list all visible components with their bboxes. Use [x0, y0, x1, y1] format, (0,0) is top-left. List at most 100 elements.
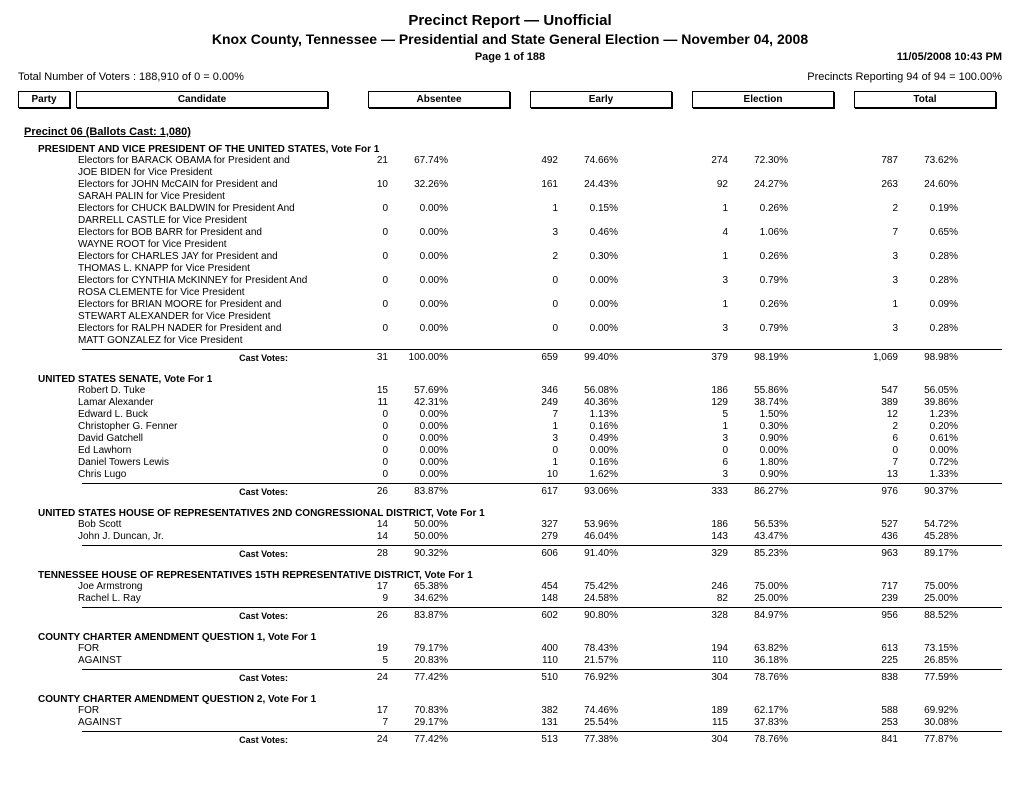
candidate-name: John J. Duncan, Jr. — [18, 531, 328, 543]
absentee-pct: 0.00% — [388, 445, 448, 457]
cast-label: Cast Votes: — [18, 734, 328, 746]
total-pct: 90.37% — [898, 486, 958, 498]
early-pct: 74.46% — [558, 705, 618, 717]
cast-label: Cast Votes: — [18, 548, 328, 560]
total-count: 787 — [838, 155, 898, 167]
early-count: 7 — [498, 409, 558, 421]
election-count: 110 — [668, 655, 728, 667]
timestamp: 11/05/2008 10:43 PM — [897, 51, 1002, 63]
absentee-pct: 0.00% — [388, 457, 448, 469]
cast-label: Cast Votes: — [18, 352, 328, 364]
early-count: 0 — [498, 445, 558, 457]
early-count: 327 — [498, 519, 558, 531]
election-count: 1 — [668, 203, 728, 215]
candidate-name: FOR — [18, 643, 328, 655]
early-pct: 99.40% — [558, 352, 618, 364]
hdr-total: Total — [854, 91, 996, 108]
total-pct: 1.23% — [898, 409, 958, 421]
candidate-name: Bob Scott — [18, 519, 328, 531]
total-count: 547 — [838, 385, 898, 397]
absentee-count: 11 — [328, 397, 388, 409]
early-count: 1 — [498, 421, 558, 433]
absentee-count: 0 — [328, 421, 388, 433]
race-block: COUNTY CHARTER AMENDMENT QUESTION 1, Vot… — [18, 632, 1002, 688]
hdr-party: Party — [18, 91, 70, 108]
election-pct: 63.82% — [728, 643, 788, 655]
candidate-row: Lamar Alexander 11 42.31% 249 40.36% 129… — [18, 397, 1002, 409]
total-pct: 39.86% — [898, 397, 958, 409]
cast-votes-row: Cast Votes: 28 90.32% 606 91.40% 329 85.… — [18, 548, 1002, 560]
race-title: UNITED STATES SENATE, Vote For 1 — [18, 374, 1002, 385]
total-pct: 88.52% — [898, 610, 958, 622]
total-count: 956 — [838, 610, 898, 622]
election-pct: 36.18% — [728, 655, 788, 667]
election-pct: 78.76% — [728, 734, 788, 746]
early-pct: 0.30% — [558, 251, 618, 263]
candidate-name: Edward L. Buck — [18, 409, 328, 421]
absentee-count: 14 — [328, 519, 388, 531]
election-pct: 78.76% — [728, 672, 788, 684]
election-count: 189 — [668, 705, 728, 717]
absentee-pct: 0.00% — [388, 203, 448, 215]
precincts-reporting: Precincts Reporting 94 of 94 = 100.00% — [807, 71, 1002, 83]
race-title: COUNTY CHARTER AMENDMENT QUESTION 1, Vot… — [18, 632, 1002, 643]
early-count: 1 — [498, 203, 558, 215]
hdr-candidate: Candidate — [76, 91, 328, 108]
absentee-pct: 79.17% — [388, 643, 448, 655]
cast-label: Cast Votes: — [18, 486, 328, 498]
absentee-count: 10 — [328, 179, 388, 191]
cast-votes: Cast Votes: 31 100.00% 659 99.40% 379 98… — [82, 349, 1002, 368]
election-pct: 62.17% — [728, 705, 788, 717]
hdr-election: Election — [692, 91, 834, 108]
absentee-pct: 20.83% — [388, 655, 448, 667]
early-count: 0 — [498, 275, 558, 287]
absentee-pct: 83.87% — [388, 486, 448, 498]
race-title: UNITED STATES HOUSE OF REPRESENTATIVES 2… — [18, 508, 1002, 519]
early-count: 0 — [498, 299, 558, 311]
cast-votes-row: Cast Votes: 24 77.42% 513 77.38% 304 78.… — [18, 734, 1002, 746]
absentee-count: 5 — [328, 655, 388, 667]
absentee-count: 0 — [328, 433, 388, 445]
candidate-name: Electors for RALPH NADER for President a… — [18, 323, 328, 347]
total-pct: 0.72% — [898, 457, 958, 469]
election-pct: 0.26% — [728, 251, 788, 263]
early-pct: 1.62% — [558, 469, 618, 481]
candidate-name: Robert D. Tuke — [18, 385, 328, 397]
early-pct: 24.43% — [558, 179, 618, 191]
candidate-name: Christopher G. Fenner — [18, 421, 328, 433]
absentee-count: 24 — [328, 734, 388, 746]
early-count: 606 — [498, 548, 558, 560]
election-count: 3 — [668, 469, 728, 481]
absentee-count: 0 — [328, 445, 388, 457]
cast-label: Cast Votes: — [18, 672, 328, 684]
candidate-name: Lamar Alexander — [18, 397, 328, 409]
absentee-pct: 0.00% — [388, 433, 448, 445]
election-pct: 1.50% — [728, 409, 788, 421]
election-pct: 0.30% — [728, 421, 788, 433]
total-count: 263 — [838, 179, 898, 191]
election-count: 379 — [668, 352, 728, 364]
election-count: 3 — [668, 323, 728, 335]
candidate-row: Electors for BRIAN MOORE for President a… — [18, 299, 1002, 323]
election-count: 329 — [668, 548, 728, 560]
early-count: 1 — [498, 457, 558, 469]
total-count: 613 — [838, 643, 898, 655]
cast-votes-row: Cast Votes: 26 83.87% 617 93.06% 333 86.… — [18, 486, 1002, 498]
candidate-name: Electors for BRIAN MOORE for President a… — [18, 299, 328, 323]
absentee-pct: 42.31% — [388, 397, 448, 409]
cast-votes: Cast Votes: 26 83.87% 617 93.06% 333 86.… — [82, 483, 1002, 502]
candidate-row: Electors for CHARLES JAY for President a… — [18, 251, 1002, 275]
cast-votes: Cast Votes: 24 77.42% 510 76.92% 304 78.… — [82, 669, 1002, 688]
election-count: 1 — [668, 299, 728, 311]
absentee-count: 24 — [328, 672, 388, 684]
total-pct: 73.15% — [898, 643, 958, 655]
total-pct: 26.85% — [898, 655, 958, 667]
race-title: COUNTY CHARTER AMENDMENT QUESTION 2, Vot… — [18, 694, 1002, 705]
election-pct: 1.06% — [728, 227, 788, 239]
cast-votes-row: Cast Votes: 26 83.87% 602 90.80% 328 84.… — [18, 610, 1002, 622]
election-count: 4 — [668, 227, 728, 239]
early-pct: 25.54% — [558, 717, 618, 729]
absentee-pct: 90.32% — [388, 548, 448, 560]
election-pct: 37.83% — [728, 717, 788, 729]
absentee-count: 21 — [328, 155, 388, 167]
